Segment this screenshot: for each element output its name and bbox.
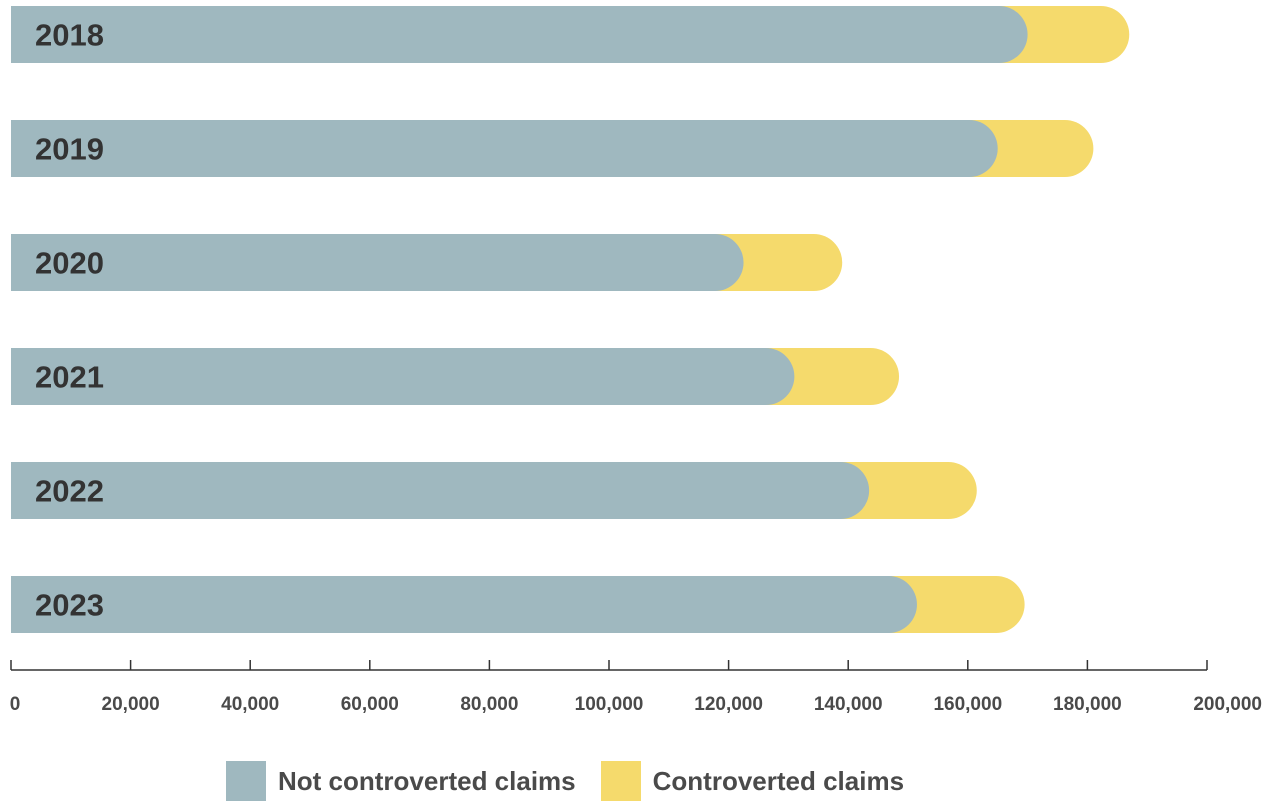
category-label-2023: 2023 bbox=[35, 588, 104, 623]
bar-not-controverted-2018 bbox=[11, 6, 1028, 63]
legend-swatch-controverted bbox=[600, 761, 641, 801]
legend-item-not-controverted: Not controverted claims bbox=[226, 761, 576, 801]
bar-controverted-2022 bbox=[840, 461, 977, 519]
legend: Not controverted claims Controverted cla… bbox=[226, 761, 904, 801]
category-label-2021: 2021 bbox=[35, 360, 104, 395]
x-tick-label-9: 180,000 bbox=[1053, 694, 1122, 715]
x-axis: 0 20,000 40,000 60,000 80,000 100,000 120,000 1… bbox=[10, 660, 1262, 715]
bar-group-2019: 2019 bbox=[11, 120, 1094, 177]
bar-controverted-2020 bbox=[715, 234, 843, 291]
bar-controverted-2023 bbox=[888, 576, 1025, 633]
bar-controverted-2019 bbox=[969, 120, 1094, 177]
bar-group-2022: 2022 bbox=[11, 461, 977, 519]
bar-controverted-2018 bbox=[999, 6, 1130, 63]
x-tick-label-10: 200,000 bbox=[1193, 694, 1262, 715]
bar-not-controverted-2023 bbox=[11, 576, 917, 633]
x-tick-label-2: 40,000 bbox=[221, 694, 279, 715]
legend-label-controverted: Controverted claims bbox=[652, 765, 905, 796]
bar-group-2023: 2023 bbox=[11, 576, 1025, 633]
x-tick-label-7: 140,000 bbox=[814, 694, 883, 715]
legend-item-controverted: Controverted claims bbox=[600, 761, 905, 801]
bar-not-controverted-2020 bbox=[11, 234, 744, 291]
x-tick-label-8: 160,000 bbox=[933, 694, 1002, 715]
bar-group-2020: 2020 bbox=[11, 234, 843, 291]
category-label-2019: 2019 bbox=[35, 132, 104, 167]
x-tick-label-0: 0 bbox=[10, 694, 21, 715]
x-tick-label-4: 80,000 bbox=[460, 694, 518, 715]
category-label-2018: 2018 bbox=[35, 18, 104, 53]
bars-layer: 2018 2019 2020 2021 2022 2023 bbox=[11, 6, 1130, 633]
legend-swatch-not-controverted bbox=[226, 761, 266, 801]
x-tick-label-3: 60,000 bbox=[341, 694, 399, 715]
category-label-2020: 2020 bbox=[35, 246, 104, 281]
x-tick-label-1: 20,000 bbox=[102, 694, 160, 715]
bar-not-controverted-2022 bbox=[11, 461, 870, 519]
bar-group-2021: 2021 bbox=[11, 348, 900, 405]
x-tick-label-5: 100,000 bbox=[575, 694, 644, 715]
bar-not-controverted-2021 bbox=[11, 348, 795, 405]
legend-label-not-controverted: Not controverted claims bbox=[278, 765, 576, 796]
bar-not-controverted-2019 bbox=[11, 120, 998, 177]
x-tick-label-6: 120,000 bbox=[694, 694, 763, 715]
bar-group-2018: 2018 bbox=[11, 6, 1130, 63]
bar-controverted-2021 bbox=[765, 348, 900, 405]
category-label-2022: 2022 bbox=[35, 474, 104, 509]
